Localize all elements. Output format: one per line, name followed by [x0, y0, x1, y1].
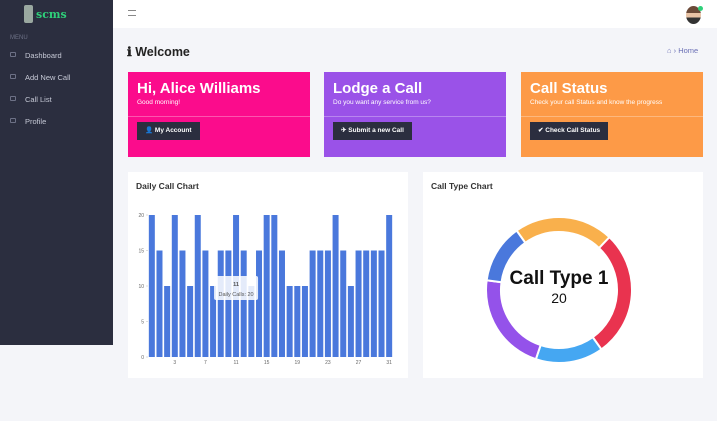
bar	[363, 250, 370, 357]
card-button[interactable]: ✔ Check Call Status	[530, 122, 609, 140]
bar	[164, 286, 171, 357]
topbar	[113, 0, 717, 28]
chart-title: Daily Call Chart	[136, 181, 199, 191]
bar	[256, 250, 263, 357]
y-tick-label: 10	[138, 284, 144, 290]
donut-segment	[485, 279, 542, 361]
x-tick-label: 15	[264, 360, 270, 366]
bar-chart: 0 5 10 15 20 3 7 11 15 19 23 27 31 11 Daily Calls: 20	[138, 213, 393, 366]
sidebar: scms MENU Dashboard Add New Call Call List…	[0, 0, 113, 345]
avatar[interactable]	[686, 6, 701, 24]
card-divider	[521, 116, 703, 117]
logo-icon	[24, 5, 33, 23]
bar	[263, 215, 270, 357]
menu-icon	[10, 96, 16, 101]
bar	[278, 250, 285, 357]
bar	[355, 250, 362, 357]
bar	[187, 286, 194, 357]
breadcrumb-home[interactable]: Home	[678, 46, 699, 55]
bar	[179, 250, 186, 357]
chart-title: Call Type Chart	[431, 181, 493, 191]
card-text: Good morning!	[137, 99, 180, 106]
menu-item[interactable]: Call List	[25, 95, 52, 104]
x-tick-label: 23	[325, 360, 331, 366]
menu-item[interactable]: Dashboard	[25, 51, 62, 60]
bar	[324, 250, 331, 357]
tooltip-label: Daily Calls: 20	[218, 292, 253, 298]
x-tick-label: 3	[173, 360, 176, 366]
breadcrumb: ⌂ › Home	[667, 46, 699, 55]
bar	[225, 250, 232, 357]
x-tick-label: 11	[233, 360, 238, 366]
menu-label: MENU	[10, 35, 28, 41]
x-tick-label: 31	[386, 360, 392, 366]
bar	[210, 286, 217, 357]
info-card: Hi, Alice Williams Good morning! 👤 My Acco…	[128, 72, 310, 157]
bar	[370, 250, 377, 357]
bar	[240, 250, 247, 357]
menu-item[interactable]: Profile	[25, 117, 47, 126]
bar	[378, 250, 385, 357]
bar	[347, 286, 354, 357]
bar	[340, 250, 347, 357]
card-divider	[324, 116, 506, 117]
menu-item[interactable]: Add New Call	[25, 73, 71, 82]
bar	[294, 286, 301, 357]
card-title: Lodge a Call	[333, 80, 423, 97]
bar	[202, 250, 209, 357]
bar	[194, 215, 201, 357]
donut-segment	[485, 229, 527, 284]
bar	[217, 250, 224, 357]
card-title: Call Status	[530, 80, 608, 97]
menu-icon	[10, 74, 16, 79]
page-title: ℹ Welcome	[127, 45, 190, 59]
card-title: Hi, Alice Williams	[137, 80, 261, 97]
donut-chart: Call Type 120	[485, 216, 633, 364]
logo: scms	[36, 8, 67, 21]
card-text: Check your call Status and know the prog…	[530, 99, 663, 106]
x-tick-label: 27	[356, 360, 362, 366]
y-tick-label: 0	[141, 355, 144, 361]
donut-segment	[591, 235, 633, 351]
bar	[309, 250, 316, 357]
x-tick-label: 7	[204, 360, 207, 366]
card-button-text: Check Call Status	[545, 127, 601, 134]
tooltip-title: 11	[233, 282, 239, 288]
card-button[interactable]: ✈ Submit a new Call	[333, 122, 412, 140]
bar	[286, 286, 293, 357]
center-label: Call Type 1	[510, 268, 609, 289]
page-title-text: Welcome	[135, 45, 190, 59]
info-card: Lodge a Call Do you want any service from…	[324, 72, 506, 157]
x-tick-label: 19	[295, 360, 301, 366]
donut-panel: Call Type Chart Call Type 1 20	[423, 172, 703, 378]
center-value: 20	[551, 290, 567, 306]
card-button-text: Submit a new Call	[348, 127, 404, 134]
tooltip	[214, 276, 259, 300]
bar	[271, 215, 278, 357]
bar	[148, 215, 155, 357]
menu-icon	[10, 52, 16, 57]
y-tick-label: 15	[138, 249, 144, 255]
status-dot	[698, 6, 703, 11]
bar-panel: Daily Call Chart 0 5 10 15 20 3 7 11 15 19 23 27 31 1…	[128, 172, 408, 378]
card-divider	[128, 116, 310, 117]
y-tick-label: 5	[141, 320, 144, 326]
menu-icon	[10, 118, 16, 123]
donut-segment	[515, 216, 611, 250]
bar	[332, 215, 339, 357]
menu-toggle[interactable]	[128, 10, 136, 16]
card-text: Do you want any service from us?	[333, 99, 431, 106]
bar	[156, 250, 163, 357]
bar	[317, 250, 324, 357]
bar	[386, 215, 393, 357]
card-button[interactable]: 👤 My Account	[137, 122, 200, 140]
bar	[301, 286, 308, 357]
card-button-text: My Account	[154, 127, 192, 134]
donut-segment	[534, 335, 603, 364]
bar	[248, 286, 255, 357]
y-tick-label: 20	[138, 213, 144, 219]
bar	[171, 215, 178, 357]
info-card: Call Status Check your call Status and kn…	[521, 72, 703, 157]
